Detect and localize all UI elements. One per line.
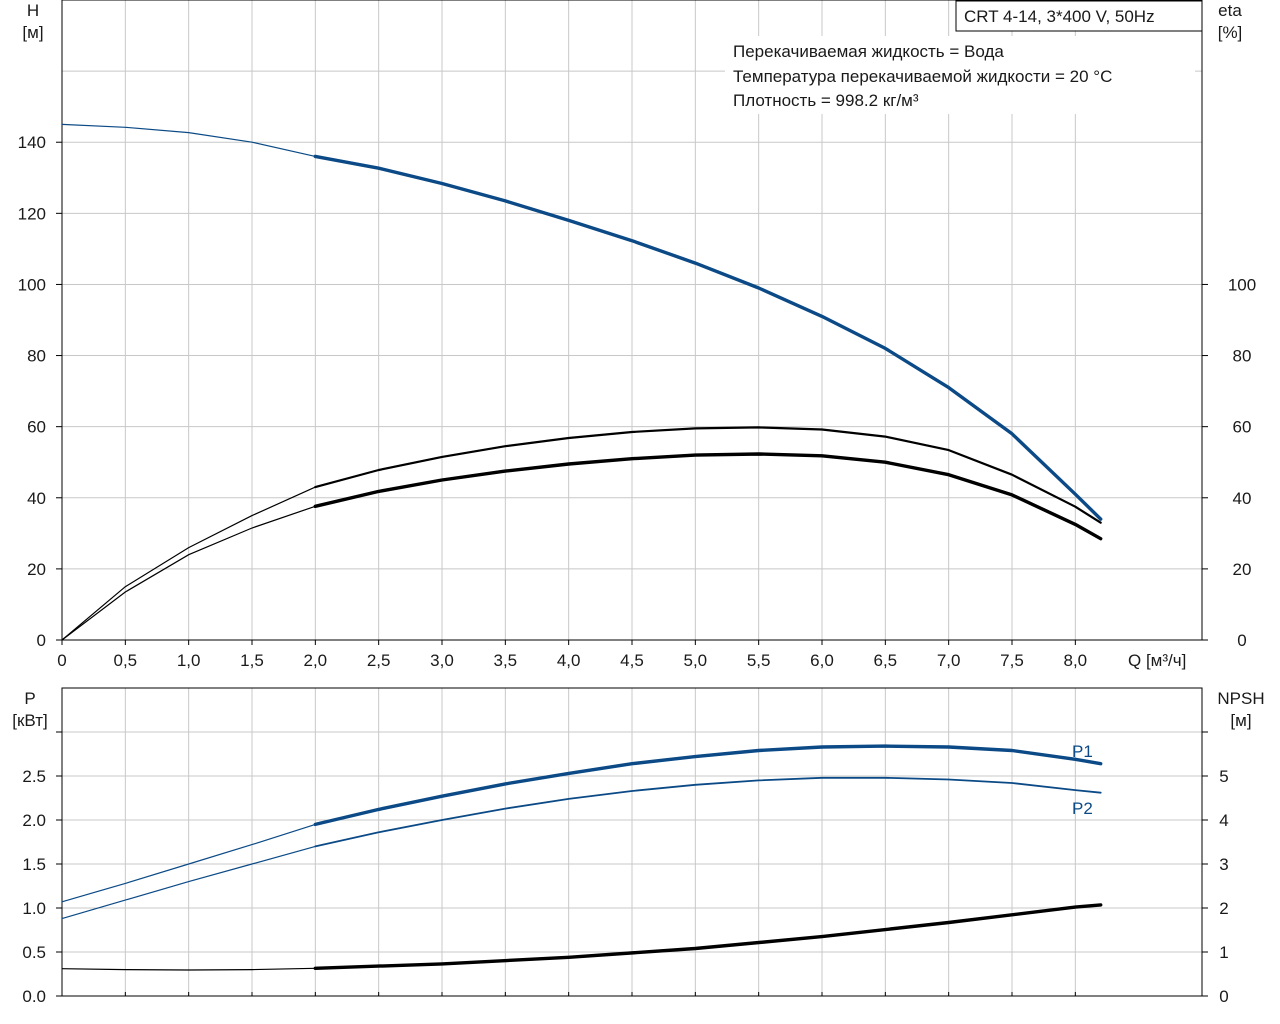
y-right-tick-label: 100 bbox=[1228, 275, 1256, 294]
efficiency-curve-1-extrapolated bbox=[61, 486, 316, 641]
p-axis-unit: [кВт] bbox=[12, 711, 47, 730]
y-right-tick-label: 80 bbox=[1233, 347, 1252, 366]
x-tick-label: 8,0 bbox=[1064, 651, 1088, 670]
x-tick-label: 0 bbox=[57, 651, 66, 670]
p-axis-label: P bbox=[24, 689, 35, 708]
efficiency-curve-2-extrapolated bbox=[61, 505, 316, 641]
x-tick-label: 7,5 bbox=[1000, 651, 1024, 670]
x-tick-label: 2,5 bbox=[367, 651, 391, 670]
x-tick-label: 6,0 bbox=[810, 651, 834, 670]
info-density: Плотность = 998.2 кг/м³ bbox=[733, 91, 919, 110]
info-fluid: Перекачиваемая жидкость = Вода bbox=[733, 42, 1004, 61]
title-box bbox=[955, 0, 1203, 32]
y-left-tick-label: 0.5 bbox=[22, 943, 46, 962]
bottom-y-left-ticks: 0.0 0.5 1.0 1.5 2.0 2.5 bbox=[22, 731, 62, 1006]
efficiency-curve-2 bbox=[313, 452, 1103, 541]
x-tick-label: 2,0 bbox=[304, 651, 328, 670]
top-series bbox=[61, 123, 1103, 641]
series-label-p1: P1 bbox=[1072, 742, 1093, 761]
y-right-tick-label: 1 bbox=[1219, 943, 1228, 962]
x-tick-label: 3,0 bbox=[430, 651, 454, 670]
head-curve-extrapolated bbox=[61, 123, 316, 157]
x-tick-label: 7,0 bbox=[937, 651, 961, 670]
x-tick-label: 5,5 bbox=[747, 651, 771, 670]
head-curve bbox=[313, 154, 1103, 521]
bottom-y-right-ticks: 0 1 2 3 4 5 bbox=[1202, 731, 1229, 1006]
npsh-curve bbox=[313, 903, 1103, 970]
x-tick-label: 5,0 bbox=[684, 651, 708, 670]
q-axis-label: Q [м³/ч] bbox=[1128, 651, 1186, 670]
power-npsh-panel: 0.0 0.5 1.0 1.5 2.0 2.5 0 1 2 3 4 5 P [кВт] NPSH [… bbox=[12, 687, 1265, 1006]
y-left-tick-label: 120 bbox=[18, 204, 46, 223]
eta-axis-label: eta bbox=[1218, 1, 1242, 20]
y-left-tick-label: 2.5 bbox=[22, 767, 46, 786]
bottom-series bbox=[61, 744, 1103, 971]
efficiency-curve-1 bbox=[314, 426, 1102, 524]
x-tick-label: 6,5 bbox=[874, 651, 898, 670]
y-left-tick-label: 1.5 bbox=[22, 855, 46, 874]
y-left-tick-label: 20 bbox=[27, 560, 46, 579]
p2-curve bbox=[314, 776, 1102, 848]
eta-axis-unit: [%] bbox=[1218, 23, 1243, 42]
npsh-axis-unit: [м] bbox=[1230, 711, 1251, 730]
y-left-tick-label: 40 bbox=[27, 489, 46, 508]
npsh-curve-extrapolated bbox=[61, 967, 316, 971]
bottom-plot-frame bbox=[61, 687, 1203, 997]
y-right-tick-label: 4 bbox=[1219, 811, 1228, 830]
y-left-tick-label: 80 bbox=[27, 347, 46, 366]
chart-title: CRT 4-14, 3*400 V, 50Hz bbox=[964, 7, 1155, 26]
p1-curve-extrapolated bbox=[61, 823, 316, 903]
top-y-left-ticks: 0 20 40 60 80 100 120 140 bbox=[18, 133, 62, 650]
info-box bbox=[725, 36, 1195, 114]
head-efficiency-panel: 0 0,5 1,0 1,5 2,0 2,5 3,0 3,5 4,0 4,5 5,0 5,5 6,0 6,5… bbox=[18, 0, 1256, 670]
y-left-tick-label: 100 bbox=[18, 275, 46, 294]
y-right-tick-label: 3 bbox=[1219, 855, 1228, 874]
y-right-tick-label: 60 bbox=[1233, 418, 1252, 437]
x-tick-label: 4,5 bbox=[620, 651, 644, 670]
y-right-tick-label: 2 bbox=[1219, 899, 1228, 918]
y-left-tick-label: 2.0 bbox=[22, 811, 46, 830]
info-temperature: Температура перекачиваемой жидкости = 20… bbox=[733, 67, 1112, 86]
p1-curve bbox=[313, 744, 1103, 827]
y-right-tick-label: 0 bbox=[1237, 631, 1246, 650]
x-tick-label: 1,0 bbox=[177, 651, 201, 670]
x-tick-label: 1,5 bbox=[240, 651, 264, 670]
y-left-tick-label: 60 bbox=[27, 418, 46, 437]
x-tick-label: 3,5 bbox=[494, 651, 518, 670]
y-right-tick-label: 20 bbox=[1233, 560, 1252, 579]
npsh-axis-label: NPSH bbox=[1217, 689, 1264, 708]
y-left-tick-label: 0.0 bbox=[22, 987, 46, 1006]
x-tick-label: 4,0 bbox=[557, 651, 581, 670]
bottom-grid bbox=[61, 688, 1202, 996]
y-right-tick-label: 5 bbox=[1219, 767, 1228, 786]
y-right-tick-label: 0 bbox=[1219, 987, 1228, 1006]
y-left-tick-label: 0 bbox=[37, 631, 46, 650]
series-label-p2: P2 bbox=[1072, 799, 1093, 818]
x-tick-label: 0,5 bbox=[114, 651, 138, 670]
top-x-axis-ticks: 0 0,5 1,0 1,5 2,0 2,5 3,0 3,5 4,0 4,5 5,0 5,5 6,0 6,5… bbox=[57, 640, 1087, 670]
h-axis-label: H bbox=[27, 1, 39, 20]
h-axis-unit: [м] bbox=[22, 23, 43, 42]
y-left-tick-label: 1.0 bbox=[22, 899, 46, 918]
y-right-tick-label: 40 bbox=[1233, 489, 1252, 508]
y-left-tick-label: 140 bbox=[18, 133, 46, 152]
p2-curve-extrapolated bbox=[61, 845, 316, 920]
top-y-right-ticks: 0 20 40 60 80 100 bbox=[1202, 275, 1256, 650]
